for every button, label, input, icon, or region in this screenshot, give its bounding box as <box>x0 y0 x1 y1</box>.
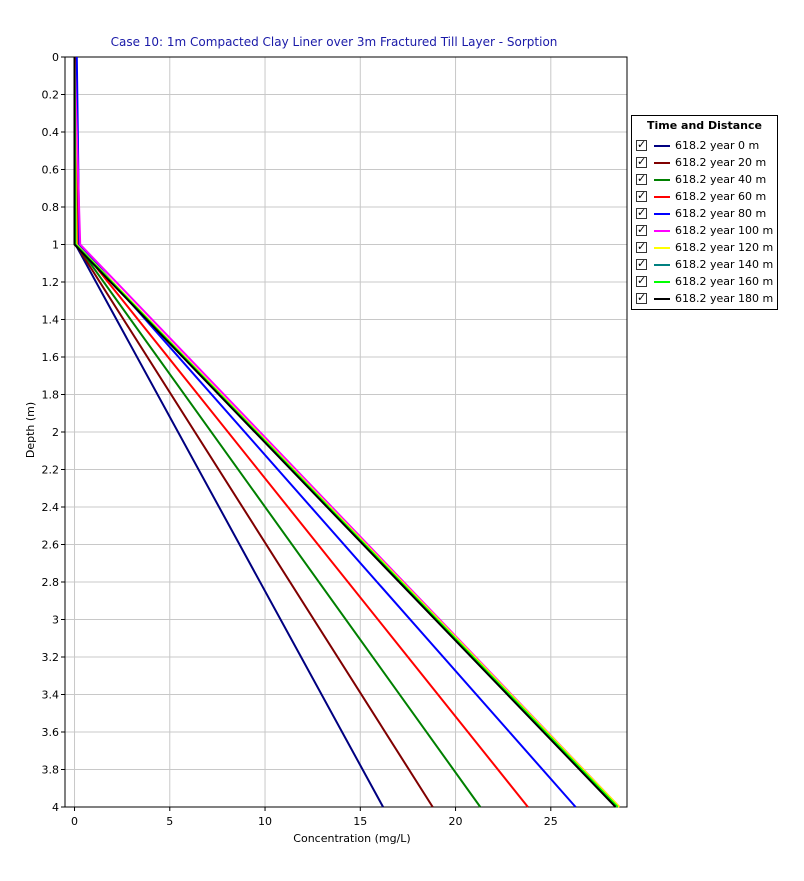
y-tick-label: 0 <box>52 51 59 64</box>
legend-item[interactable]: 618.2 year 180 m <box>636 290 773 307</box>
y-tick-label: 1.6 <box>42 351 60 364</box>
y-tick-label: 0.4 <box>42 126 60 139</box>
x-tick-label: 10 <box>258 815 272 828</box>
legend-item[interactable]: 618.2 year 100 m <box>636 222 773 239</box>
legend-swatch <box>654 161 670 164</box>
y-tick-label: 1 <box>52 239 59 252</box>
legend-checkbox[interactable] <box>636 189 647 202</box>
legend-title: Time and Distance <box>647 119 762 132</box>
legend-checkbox[interactable] <box>636 206 647 219</box>
legend-checkbox[interactable] <box>636 155 647 168</box>
legend-item[interactable]: 618.2 year 140 m <box>636 256 773 273</box>
legend-label: 618.2 year 120 m <box>675 241 774 254</box>
legend-label: 618.2 year 20 m <box>675 156 767 169</box>
y-tick-label: 2.6 <box>42 539 60 552</box>
x-tick-label: 25 <box>544 815 558 828</box>
legend-checkbox[interactable] <box>636 138 647 151</box>
series-layer <box>73 56 621 808</box>
legend-label: 618.2 year 140 m <box>675 258 774 271</box>
y-tick-label: 2.8 <box>42 576 60 589</box>
legend: Time and Distance 618.2 year 0 m 618.2 ye… <box>631 115 778 310</box>
legend-checkbox[interactable] <box>636 240 647 253</box>
x-tick-label: 15 <box>353 815 367 828</box>
y-axis-label: Depth (m) <box>24 402 37 458</box>
legend-swatch <box>654 246 670 249</box>
y-tick-label: 3.4 <box>42 689 60 702</box>
legend-item[interactable]: 618.2 year 40 m <box>636 171 766 188</box>
y-tick-label: 2.2 <box>42 464 60 477</box>
legend-label: 618.2 year 180 m <box>675 292 774 305</box>
legend-label: 618.2 year 40 m <box>675 173 767 186</box>
legend-item[interactable]: 618.2 year 60 m <box>636 188 766 205</box>
x-axis-label: Concentration (mg/L) <box>293 832 410 845</box>
y-tick-label: 3 <box>52 614 59 627</box>
x-tick-label: 20 <box>449 815 463 828</box>
y-tick-label: 4 <box>52 801 59 814</box>
legend-checkbox[interactable] <box>636 223 647 236</box>
y-tick-label: 1.2 <box>42 276 60 289</box>
legend-checkbox[interactable] <box>636 291 647 304</box>
y-tick-label: 3.2 <box>42 651 60 664</box>
legend-checkbox[interactable] <box>636 172 647 185</box>
legend-swatch <box>654 263 670 266</box>
legend-swatch <box>654 195 670 198</box>
y-tick-label: 3.6 <box>42 726 60 739</box>
y-tick-label: 1.8 <box>42 389 60 402</box>
legend-item[interactable]: 618.2 year 80 m <box>636 205 766 222</box>
legend-item[interactable]: 618.2 year 120 m <box>636 239 773 256</box>
y-tick-label: 3.8 <box>42 764 60 777</box>
grid-lines <box>65 56 627 808</box>
legend-label: 618.2 year 80 m <box>675 207 767 220</box>
legend-label: 618.2 year 0 m <box>675 139 760 152</box>
x-tick-label: 0 <box>71 815 78 828</box>
legend-swatch <box>654 178 670 181</box>
chart-title: Case 10: 1m Compacted Clay Liner over 3m… <box>111 35 558 49</box>
legend-item[interactable]: 618.2 year 20 m <box>636 154 766 171</box>
legend-item[interactable]: 618.2 year 0 m <box>636 137 759 154</box>
axis-ticks: 0 5 10 15 20 25 0 0.2 0.4 0.6 0.8 1 1.2 1.4 1.6 1.8 2 2.2… <box>42 51 558 828</box>
y-tick-label: 2 <box>52 426 59 439</box>
y-tick-label: 0.2 <box>42 89 60 102</box>
x-tick-label: 5 <box>166 815 173 828</box>
legend-checkbox[interactable] <box>636 257 647 270</box>
legend-checkbox[interactable] <box>636 274 647 287</box>
legend-label: 618.2 year 100 m <box>675 224 774 237</box>
legend-swatch <box>654 229 670 232</box>
legend-label: 618.2 year 60 m <box>675 190 767 203</box>
y-tick-label: 2.4 <box>42 501 60 514</box>
legend-swatch <box>654 280 670 283</box>
legend-swatch <box>654 212 670 215</box>
y-tick-label: 0.8 <box>42 201 60 214</box>
legend-swatch <box>654 144 670 147</box>
y-tick-label: 1.4 <box>42 314 60 327</box>
legend-swatch <box>654 297 670 300</box>
y-tick-label: 0.6 <box>42 164 60 177</box>
legend-label: 618.2 year 160 m <box>675 275 774 288</box>
series-line-9 <box>73 57 617 808</box>
legend-item[interactable]: 618.2 year 160 m <box>636 273 773 290</box>
